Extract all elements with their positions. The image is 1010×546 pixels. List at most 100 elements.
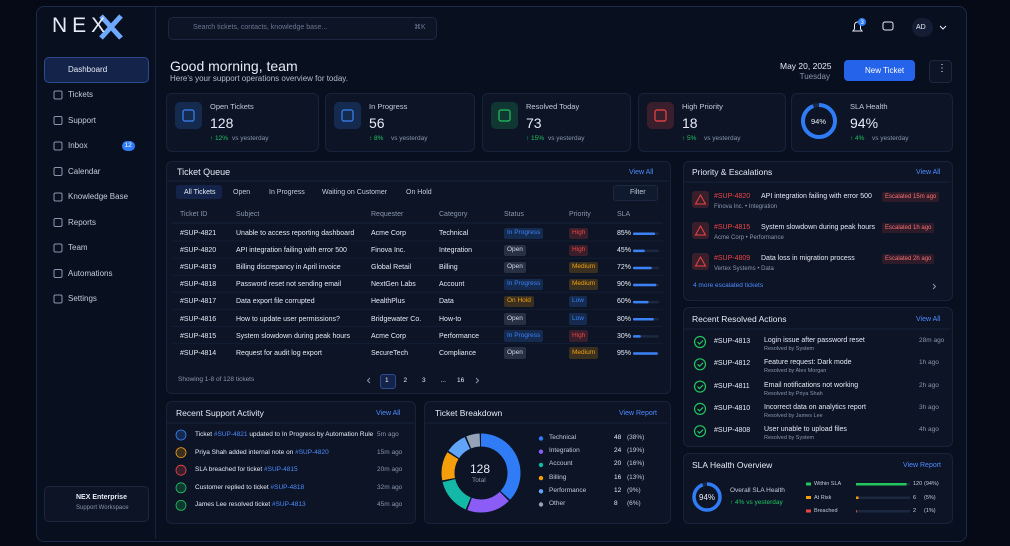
ticket-id: #SUP-4810 [714,404,751,412]
activity-text: Customer replied to ticket #SUP-4818 [195,483,305,492]
activity-link[interactable]: #SUP-4815 [264,466,298,474]
sla-bar [633,283,657,287]
sidebar [37,7,156,539]
nav-item[interactable]: Calendar [68,166,101,176]
ticket-subject: Unable to access reporting dashboard [236,230,355,237]
resolved-title: User unable to upload files [764,426,847,434]
check-icon [693,380,707,393]
sla-percent: 85% [617,230,632,237]
nav-item[interactable]: Settings [68,294,97,303]
ticket-id: #SUP-4820 [180,247,217,255]
nav-item[interactable]: Knowledge Base [68,192,129,201]
ticket-id: #SUP-4816 [180,315,217,323]
kpi-card [166,93,319,152]
activity-link[interactable]: #SUP-4821 [213,431,248,438]
sla-percent: 60% [617,298,632,306]
activity-time: 5m ago [377,431,399,438]
more-link[interactable]: 4 more escalated tickets [693,282,764,289]
sla-row-pct: (1%) [924,508,936,514]
check-icon [693,358,707,371]
workspace-switcher[interactable] [44,486,149,522]
filter-button[interactable] [613,185,658,201]
kpi-value: 128 [210,115,234,131]
next [475,377,480,384]
view-all[interactable]: View All [916,316,941,323]
page-number[interactable]: 16 [457,376,465,384]
nav-icon [53,90,63,100]
view-all[interactable]: View All [916,169,941,176]
sla-percent: 45% [617,247,632,255]
tab[interactable]: In Progress [269,189,305,196]
sla-label: Overall SLA Health [730,487,785,494]
tab[interactable]: Waiting on Customer [322,189,388,196]
tab[interactable]: Open [233,189,251,196]
view-all[interactable]: View All [376,410,401,417]
view-report[interactable]: View Report [619,410,658,417]
kpi-label: Resolved Today [526,102,580,111]
nav-item[interactable]: Reports [68,217,97,227]
kpi-card [482,93,631,152]
resolved-by: Resolved by Alex Morgan [764,368,827,375]
panel-title: Recent Support Activity [176,408,264,418]
chevron [939,25,947,30]
pagination-summary: Showing 1-8 of 128 tickets [178,376,255,383]
nav-item[interactable]: Automations [68,268,113,278]
tab[interactable]: All Tickets [184,189,216,196]
legend-swatch [806,496,811,499]
breakdown-pct: (13%) [627,473,645,481]
more-button[interactable] [929,60,952,83]
page-number[interactable]: ... [440,376,446,384]
ticket-category: How-to [439,315,462,323]
ticket-category: Integration [439,247,473,255]
resolved-time: 1h ago [919,359,939,367]
kpi-value: 73 [526,115,542,131]
nav-item[interactable]: Dashboard [68,64,108,74]
legend-dot [538,436,544,441]
legend-dot [538,489,544,494]
view-report[interactable]: View Report [903,462,942,469]
activity-icon [175,482,187,494]
legend-dot [538,449,544,454]
page-number[interactable]: 1 [385,376,389,384]
kpi-card [638,93,786,152]
check-icon [693,335,707,349]
ticket-category: Performance [439,332,480,340]
activity-link[interactable]: #SUP-4818 [270,483,305,491]
column-header: Subject [236,211,260,218]
nav-item[interactable]: Tickets [68,90,94,99]
page-number[interactable]: 3 [422,376,426,384]
avatar-initials: AD [916,24,926,31]
ticket-requester: Global Retail [371,264,412,272]
sla-row-count: 6 [913,494,917,501]
search-bar[interactable] [168,17,437,40]
activity-link[interactable]: #SUP-4820 [295,448,329,456]
activity-link[interactable]: #SUP-4813 [271,501,306,509]
workspace-name: NEX Enterprise [76,494,127,501]
nav-item[interactable]: Support [68,115,97,125]
resolved-by: Resolved by James Lee [764,412,823,419]
breakdown-pct: (38%) [627,434,645,441]
resolved-time: 4h ago [919,426,939,434]
resolved-by: Resolved by System [764,346,815,352]
avatar[interactable] [912,18,933,37]
nav-item[interactable]: Inbox [68,141,88,150]
nav-item[interactable]: Team [68,243,88,252]
ticket-id: #SUP-4814 [180,349,217,357]
legend-dot [538,475,544,481]
kpi-value: 18 [682,115,698,131]
new-ticket-button[interactable] [844,60,915,81]
ticket-id: #SUP-4811 [714,382,750,390]
resolved-title: Feature request: Dark mode [764,359,852,367]
tab[interactable]: On Hold [406,189,432,196]
kpi-glyph [341,109,354,122]
breakdown-pct: (19%) [627,447,645,455]
ticket-requester: Bridgewater Co. [371,315,422,323]
activity-time: 45m ago [377,501,403,509]
activity-icon [175,464,187,476]
sla-ring-label: 94% [699,492,716,502]
sla-bar [633,352,658,355]
ticket-id: #SUP-4812 [714,360,751,368]
view-all[interactable]: View All [629,169,654,176]
resolved-title: Email notifications not working [764,381,859,389]
page-number[interactable]: 2 [403,376,408,384]
